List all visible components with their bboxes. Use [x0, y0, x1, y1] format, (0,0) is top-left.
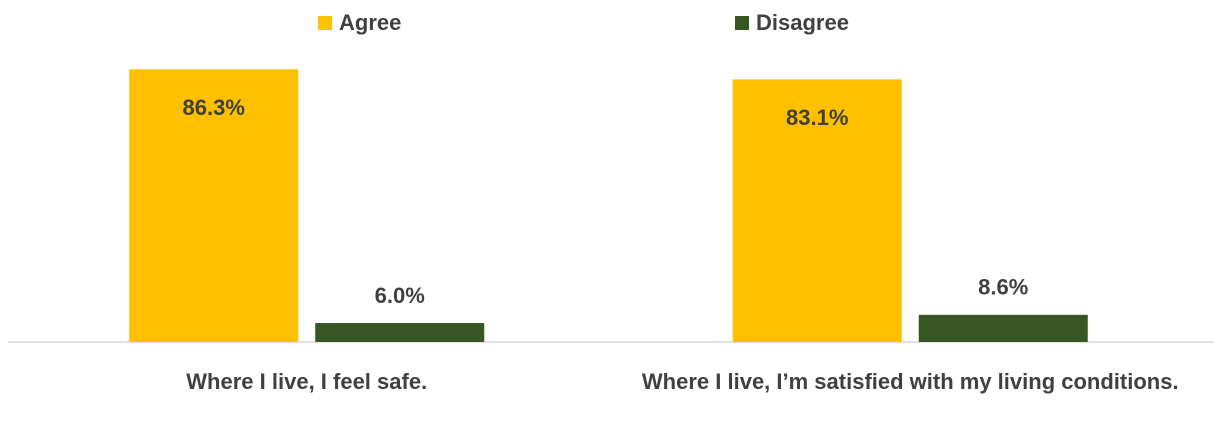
- bar: [732, 79, 902, 343]
- x-tick-label: Where I live, I’m satisfied with my livi…: [641, 369, 1179, 394]
- legend-swatch: [735, 16, 749, 30]
- legend-swatch: [318, 16, 332, 30]
- bar: [315, 323, 485, 342]
- value-label: 86.3%: [183, 95, 245, 120]
- value-label: 8.6%: [978, 275, 1028, 300]
- bar: [918, 314, 1088, 342]
- x-tick-label: Where I live, I feel safe.: [186, 369, 428, 394]
- value-label: 6.0%: [375, 283, 425, 308]
- bar: [129, 69, 299, 343]
- legend-label: Agree: [339, 10, 401, 35]
- legend-label: Disagree: [756, 10, 849, 35]
- value-label: 83.1%: [786, 105, 848, 130]
